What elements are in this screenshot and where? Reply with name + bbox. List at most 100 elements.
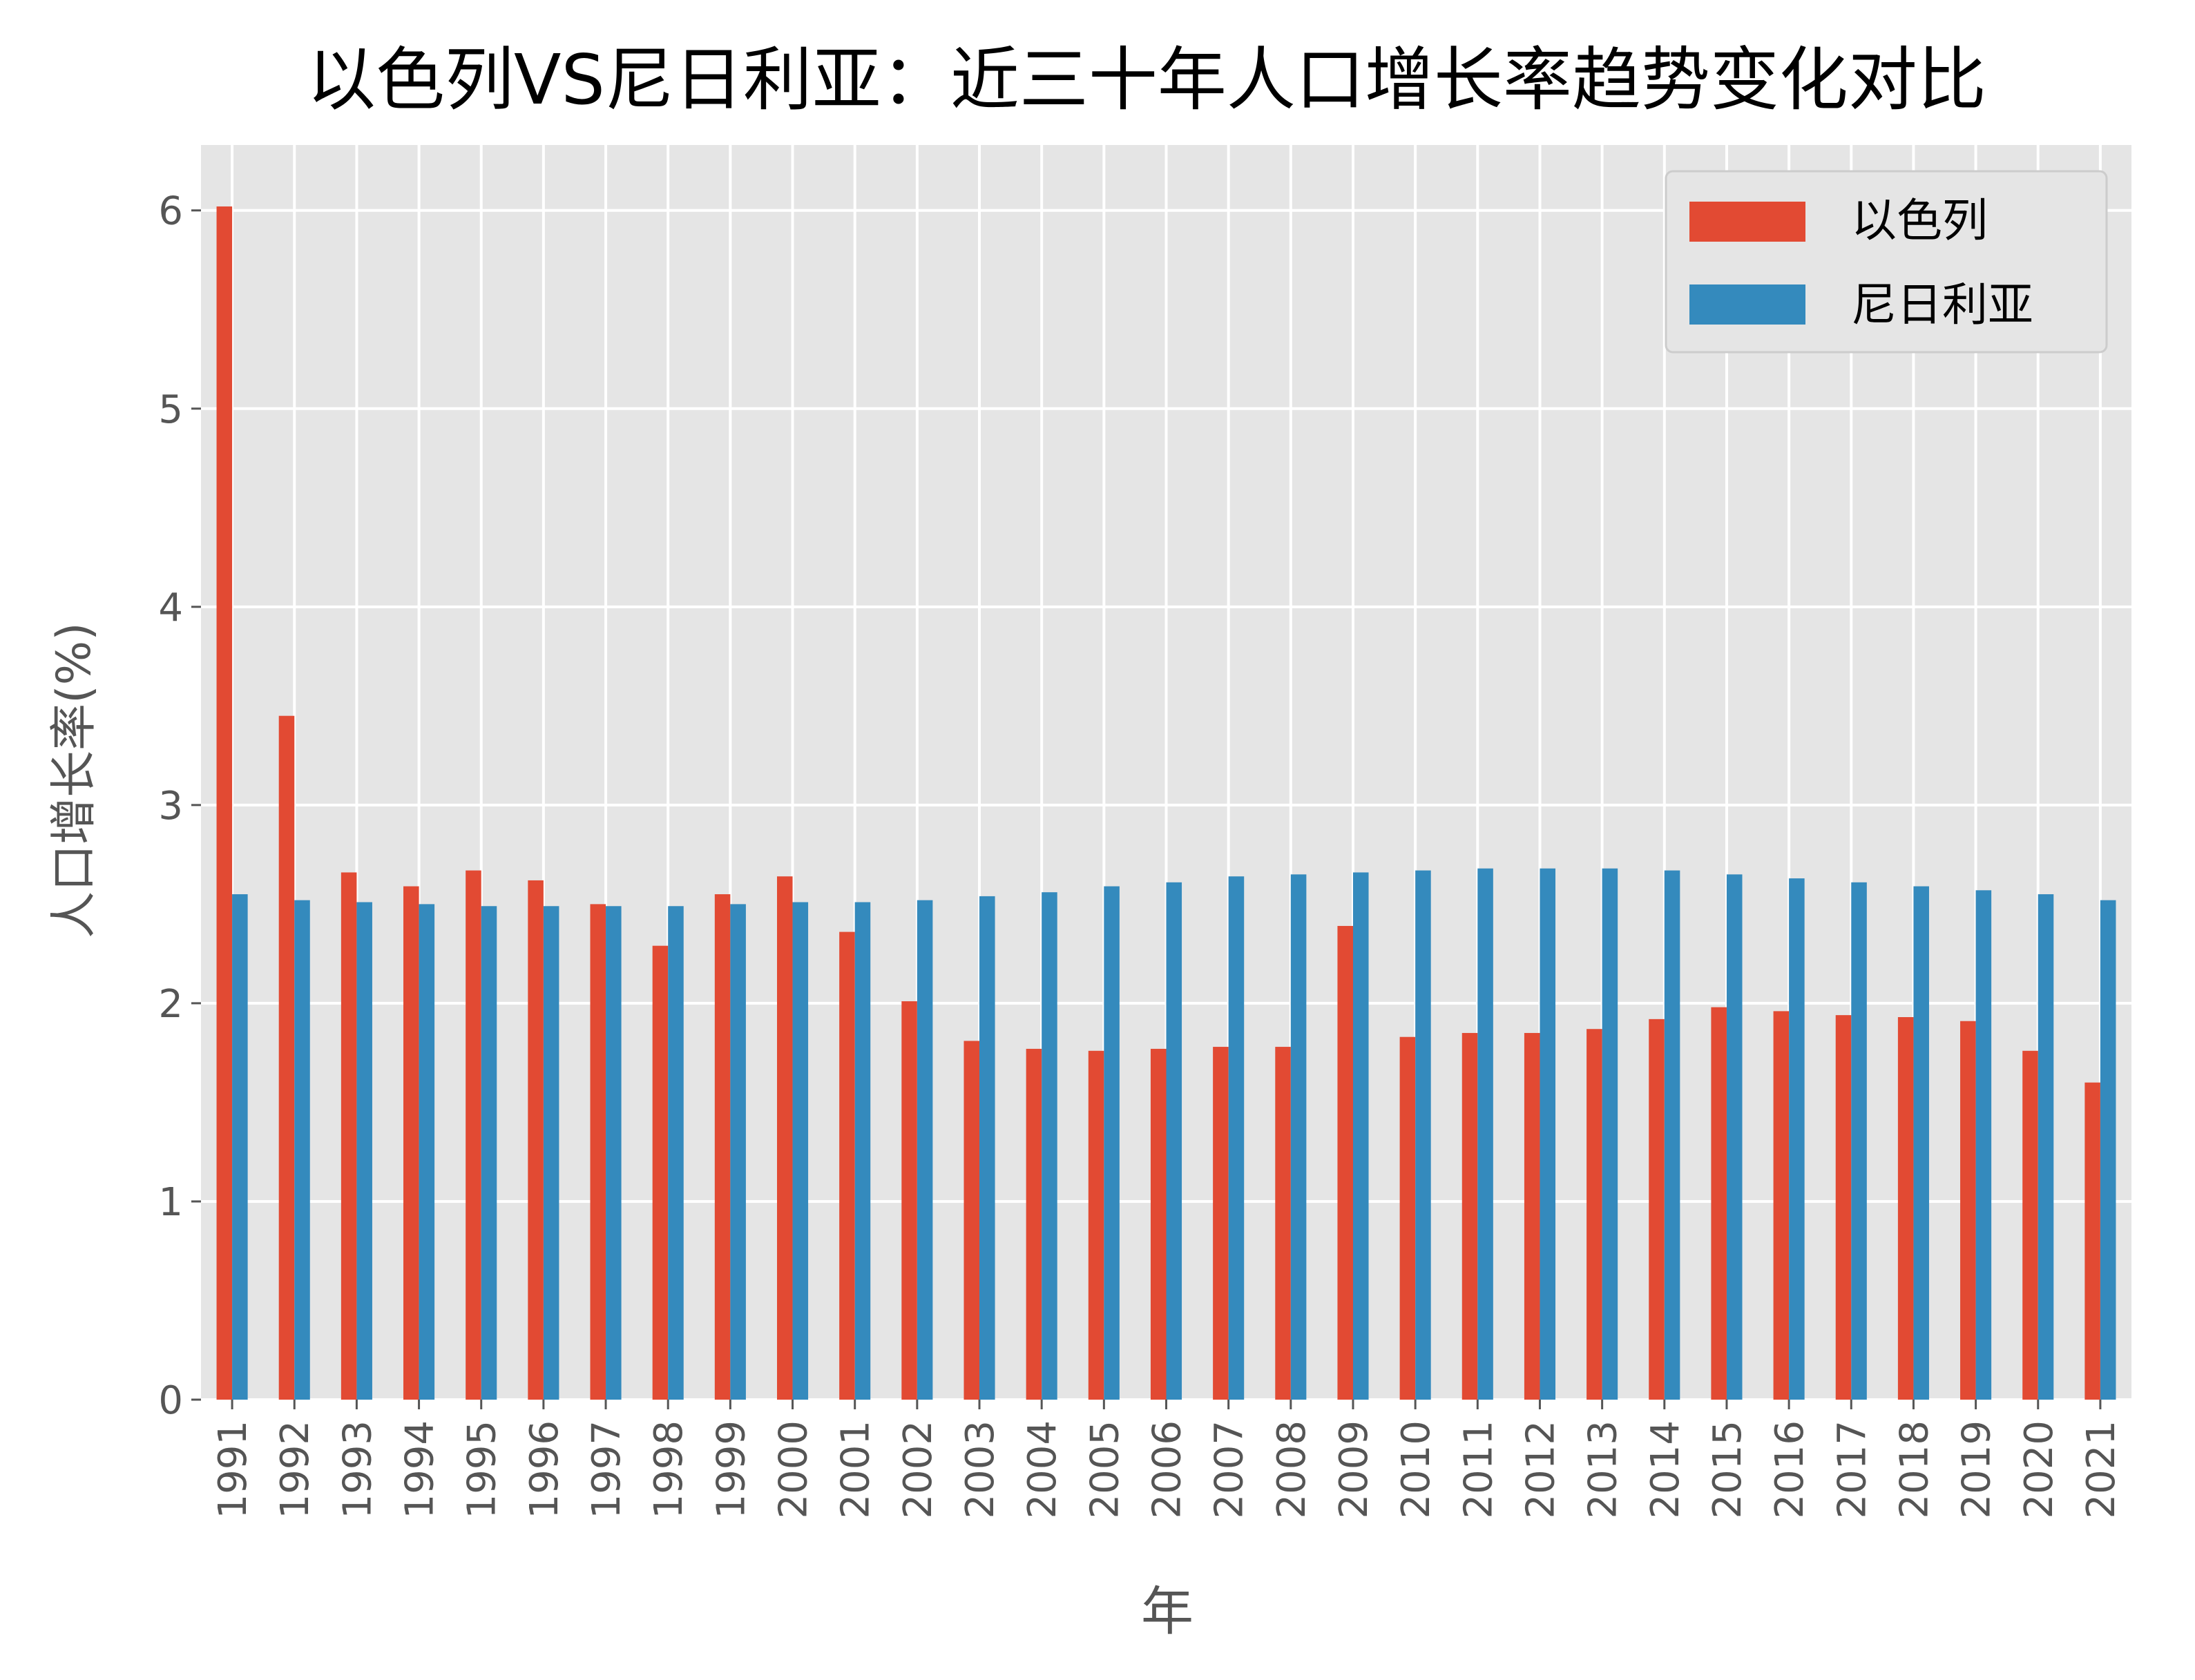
x-tick-label: 2019 (1955, 1420, 2000, 1519)
y-tick-label: 5 (158, 387, 183, 432)
bar-nigeria-2019 (1975, 890, 1992, 1400)
bar-israel-1997 (590, 904, 606, 1400)
bar-nigeria-2009 (1352, 872, 1369, 1400)
y-tick-label: 6 (158, 189, 183, 234)
bar-nigeria-2018 (1913, 886, 1929, 1400)
bar-israel-2001 (839, 931, 855, 1400)
bar-nigeria-2013 (1602, 868, 1618, 1400)
bar-nigeria-1996 (543, 906, 559, 1400)
bar-israel-2018 (1897, 1017, 1914, 1400)
x-tick-label: 2009 (1332, 1420, 1377, 1519)
bar-nigeria-2021 (2100, 900, 2116, 1400)
x-axis-label: 年 (1141, 1581, 1194, 1642)
bar-nigeria-2012 (1540, 868, 1556, 1400)
bar-israel-2015 (1711, 1007, 1727, 1400)
x-tick-label: 1995 (460, 1420, 505, 1519)
bar-israel-2017 (1835, 1015, 1852, 1400)
bar-israel-2003 (964, 1041, 980, 1400)
x-tick-label: 2004 (1020, 1420, 1065, 1519)
bar-nigeria-1997 (606, 906, 622, 1400)
x-tick-label: 1993 (335, 1420, 380, 1519)
x-tick-label: 1992 (273, 1420, 318, 1519)
bar-israel-2012 (1524, 1032, 1540, 1400)
x-tick-label: 1991 (211, 1420, 256, 1519)
x-tick-label: 2002 (896, 1420, 941, 1519)
x-tick-label: 2010 (1394, 1420, 1439, 1519)
bar-israel-1992 (278, 715, 295, 1400)
bar-israel-2005 (1088, 1050, 1104, 1400)
bar-nigeria-2011 (1477, 868, 1493, 1400)
bar-nigeria-2001 (854, 902, 871, 1400)
y-tick-label: 0 (158, 1378, 183, 1423)
bar-israel-2000 (776, 876, 793, 1400)
bar-nigeria-1999 (730, 904, 746, 1400)
bar-israel-2006 (1150, 1048, 1167, 1400)
bar-nigeria-2016 (1789, 878, 1805, 1400)
y-axis-ticks: 0 1 2 3 4 5 6 (158, 189, 201, 1423)
x-tick-label: 1994 (398, 1420, 443, 1519)
y-tick-label: 2 (158, 982, 183, 1027)
x-tick-label: 2017 (1830, 1420, 1875, 1519)
legend-swatch-nigeria (1689, 284, 1805, 325)
bar-israel-2007 (1213, 1047, 1229, 1400)
bar-israel-1994 (403, 886, 419, 1400)
y-tick-label: 3 (158, 784, 183, 829)
x-tick-label: 2012 (1518, 1420, 1563, 1519)
x-tick-label: 2000 (771, 1420, 816, 1519)
x-tick-label: 2007 (1207, 1420, 1252, 1519)
bar-israel-1995 (466, 870, 481, 1400)
x-tick-label: 2003 (958, 1420, 1003, 1519)
bar-israel-2002 (901, 1001, 917, 1400)
bar-israel-2004 (1026, 1048, 1042, 1400)
bar-israel-1993 (341, 872, 357, 1400)
x-tick-label: 2008 (1269, 1420, 1314, 1519)
bar-nigeria-2015 (1726, 874, 1743, 1400)
x-tick-label: 2016 (1767, 1420, 1812, 1519)
y-tick-label: 4 (158, 586, 183, 630)
x-tick-label: 1999 (709, 1420, 754, 1519)
bar-nigeria-1993 (356, 902, 372, 1400)
bar-nigeria-2007 (1228, 876, 1245, 1400)
bar-nigeria-1994 (419, 904, 435, 1400)
x-tick-label: 2015 (1705, 1420, 1750, 1519)
bar-israel-1996 (528, 880, 544, 1400)
bar-nigeria-2006 (1166, 882, 1182, 1400)
x-tick-label: 2006 (1145, 1420, 1190, 1519)
x-tick-label: 1997 (584, 1420, 629, 1519)
bar-israel-2010 (1399, 1036, 1416, 1400)
x-tick-label: 1996 (522, 1420, 567, 1519)
bar-israel-2008 (1275, 1047, 1291, 1400)
bar-nigeria-2000 (792, 902, 809, 1400)
x-tick-label: 2011 (1456, 1420, 1501, 1519)
legend: 以色列 尼日利亚 (1665, 170, 2108, 354)
bar-israel-2013 (1587, 1029, 1602, 1400)
legend-label-israel: 以色列 (1851, 194, 1988, 247)
x-axis-ticks: 1991 1992 1993 1994 1995 1996 1997 1998 1999 2000… (211, 1400, 2124, 1519)
bar-israel-2009 (1337, 925, 1353, 1400)
legend-swatch-israel (1689, 202, 1805, 242)
x-tick-label: 2005 (1082, 1420, 1127, 1519)
y-tick-label: 1 (158, 1180, 183, 1225)
x-tick-label: 1998 (646, 1420, 691, 1519)
bar-nigeria-1998 (668, 906, 684, 1400)
x-tick-label: 2013 (1581, 1420, 1626, 1519)
bar-nigeria-2003 (979, 896, 995, 1400)
bar-nigeria-2014 (1664, 870, 1680, 1400)
bar-nigeria-2004 (1042, 892, 1057, 1400)
bar-nigeria-2020 (2038, 894, 2054, 1400)
bar-israel-1991 (216, 206, 233, 1400)
bar-nigeria-2002 (917, 900, 933, 1400)
bar-israel-1998 (652, 945, 669, 1400)
bar-israel-2020 (2022, 1050, 2038, 1400)
bar-nigeria-2008 (1290, 874, 1307, 1400)
bar-israel-1999 (714, 894, 731, 1400)
x-tick-label: 2020 (2017, 1420, 2062, 1519)
bar-nigeria-2005 (1104, 886, 1120, 1400)
bar-israel-2021 (2084, 1082, 2100, 1400)
bar-nigeria-1991 (232, 894, 248, 1400)
bar-nigeria-2017 (1851, 882, 1867, 1400)
y-axis-label: 人口增长率(%) (47, 622, 102, 938)
x-tick-label: 2001 (834, 1420, 879, 1519)
bar-nigeria-1995 (481, 906, 497, 1400)
